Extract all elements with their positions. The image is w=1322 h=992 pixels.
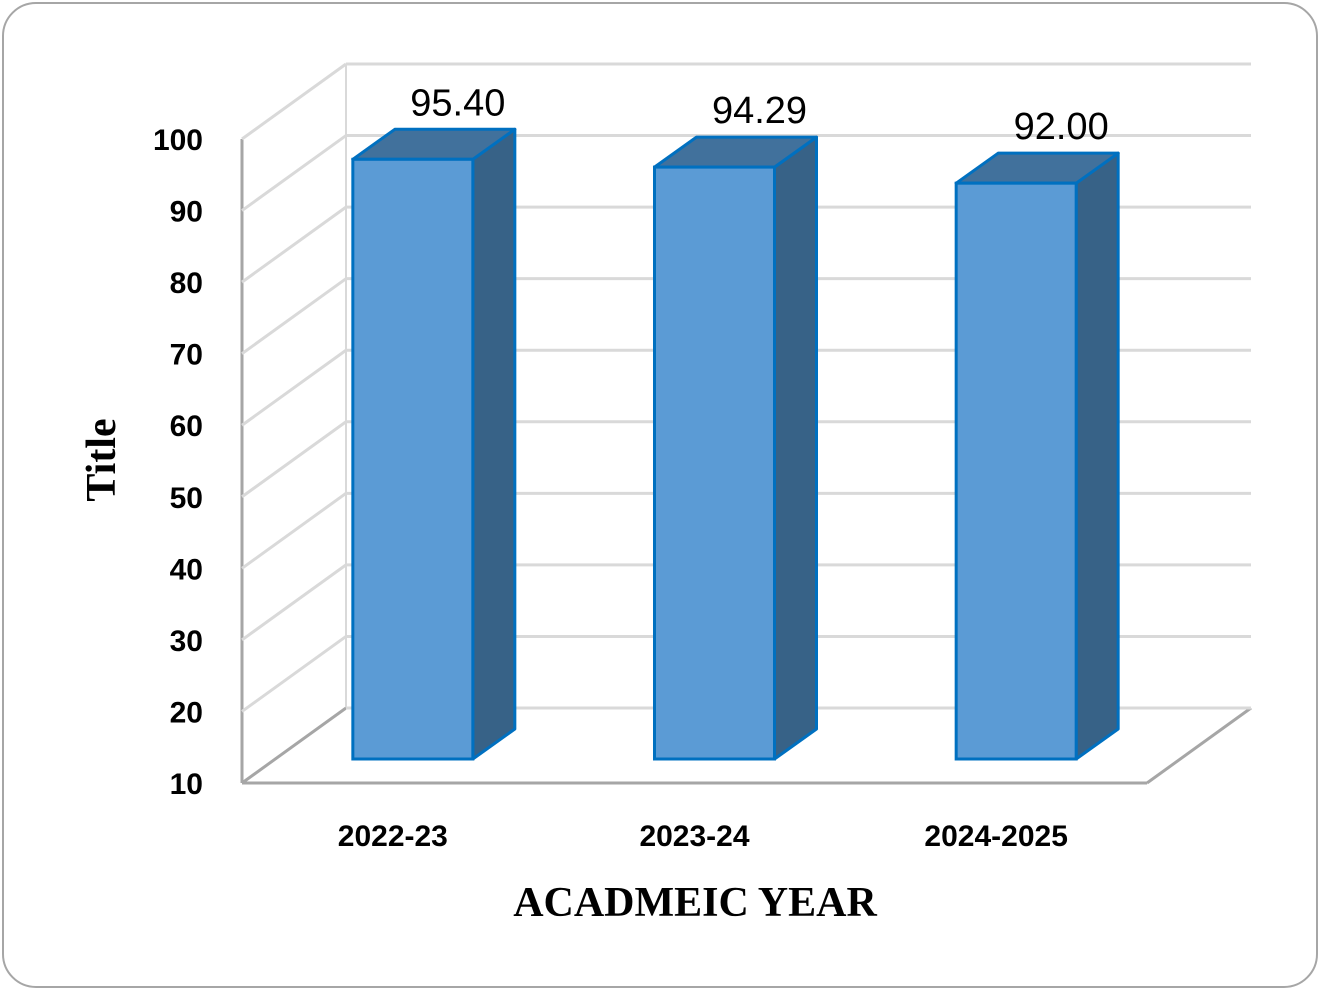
bar-side-face (773, 135, 818, 761)
gridline-side (241, 635, 347, 713)
bar-side-face (471, 127, 517, 761)
gridline-side (241, 563, 347, 642)
bar-front-face (954, 181, 1078, 761)
data-label: 95.40 (410, 82, 505, 124)
y-tick-label: 60 (170, 410, 203, 443)
bars (351, 127, 1120, 761)
bar-side-face (1074, 151, 1120, 761)
gridline-side (241, 205, 347, 284)
y-tick-label: 70 (170, 339, 203, 372)
y-tick-label: 40 (170, 553, 203, 586)
floor-right-edge (1146, 706, 1252, 785)
floor-left-edge (241, 706, 347, 785)
x-axis-title: ACADMEIC YEAR (513, 880, 877, 926)
gridline-side (241, 349, 347, 427)
bar (954, 151, 1120, 761)
bar (351, 127, 517, 761)
y-tick-label: 30 (170, 625, 203, 658)
data-labels: 95.40 94.29 92.00 (410, 82, 1108, 148)
x-tick-label: 2024-2025 (924, 820, 1067, 853)
gridline-side (241, 62, 347, 141)
data-label: 94.29 (712, 90, 807, 132)
bar-front-face (351, 157, 475, 761)
gridline-side (241, 420, 347, 498)
y-tick-label: 80 (170, 267, 203, 300)
y-tick-label: 20 (170, 696, 203, 729)
data-label: 92.00 (1014, 106, 1109, 148)
y-axis-ticks: 10 20 30 40 50 60 70 80 90 100 (153, 124, 203, 801)
y-tick-label: 10 (170, 768, 203, 801)
bar-front-face (653, 165, 776, 761)
x-tick-label: 2022-23 (338, 820, 448, 853)
gridline-side (241, 134, 347, 212)
gridline-side (241, 492, 347, 570)
y-tick-label: 90 (170, 196, 203, 229)
x-axis-ticks: 2022-23 2023-24 2024-2025 (338, 820, 1068, 853)
y-tick-label: 50 (170, 482, 203, 515)
bar (653, 135, 818, 761)
y-tick-label: 100 (153, 124, 203, 157)
x-tick-label: 2023-24 (639, 820, 749, 853)
y-axis-title: Title (79, 418, 125, 501)
gridline-side (241, 277, 347, 355)
